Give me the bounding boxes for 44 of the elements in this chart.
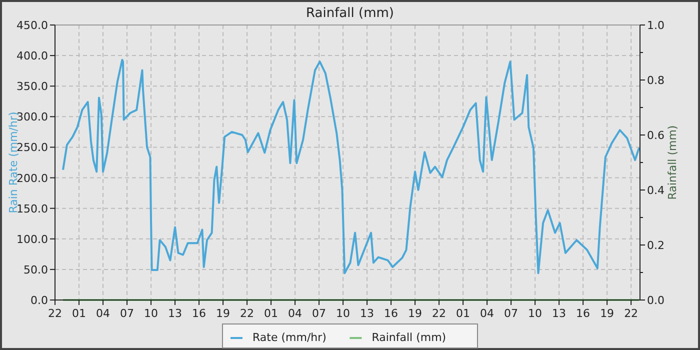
x-tick-label: 16 — [192, 307, 206, 320]
x-tick-label: 13 — [552, 307, 566, 320]
y2-tick-label: 1.0 — [647, 19, 664, 32]
x-tick-label: 10 — [336, 307, 350, 320]
y-tick-label: 200.0 — [16, 172, 48, 185]
y2-tick-label: 0.2 — [647, 239, 664, 252]
y-tick-label: 350.0 — [16, 80, 48, 94]
y-tick-label: 150.0 — [16, 202, 48, 216]
y-tick-label: 450.0 — [16, 19, 48, 32]
x-tick-label: 16 — [576, 307, 590, 320]
x-tick-label: 22 — [432, 307, 446, 320]
x-tick-label: 22 — [48, 307, 62, 320]
y2-tick-label: 0.8 — [647, 74, 664, 87]
x-tick-label: 19 — [600, 307, 614, 320]
x-tick-label: 22 — [624, 307, 638, 320]
x-tick-label: 07 — [120, 307, 134, 320]
x-tick-label: 19 — [216, 307, 230, 320]
x-tick-label: 22 — [240, 307, 254, 320]
x-tick-label: 01 — [456, 307, 470, 320]
legend-label: Rate (mm/hr) — [252, 331, 326, 344]
y-tick-label: 400.0 — [16, 50, 48, 63]
x-tick-label: 10 — [144, 307, 158, 320]
y2-axis-title: Rainfall (mm) — [666, 125, 679, 200]
x-tick-label: 16 — [384, 307, 398, 320]
chart-title: Rainfall (mm) — [306, 6, 394, 21]
legend-label: Rainfall (mm) — [372, 331, 446, 344]
x-tick-label: 01 — [72, 307, 86, 320]
x-tick-label: 13 — [360, 307, 374, 320]
x-tick-label: 04 — [480, 307, 494, 320]
x-tick-label: 19 — [408, 307, 422, 320]
y2-tick-label: 0.6 — [647, 129, 664, 142]
y-tick-label: 300.0 — [16, 110, 48, 124]
x-tick-label: 04 — [288, 307, 302, 320]
y-tick-label: 100.0 — [16, 232, 48, 246]
y-tick-label: 50.0 — [24, 263, 48, 276]
x-tick-label: 10 — [528, 307, 542, 320]
y2-tick-label: 0.0 — [647, 294, 664, 307]
x-tick-label: 07 — [504, 307, 518, 320]
x-tick-label: 13 — [168, 307, 182, 320]
y-tick-label: 0.0 — [30, 294, 48, 307]
x-tick-label: 01 — [264, 307, 278, 320]
x-tick-label: 04 — [96, 307, 110, 320]
y2-tick-label: 0.4 — [647, 184, 664, 197]
x-tick-label: 07 — [312, 307, 326, 320]
